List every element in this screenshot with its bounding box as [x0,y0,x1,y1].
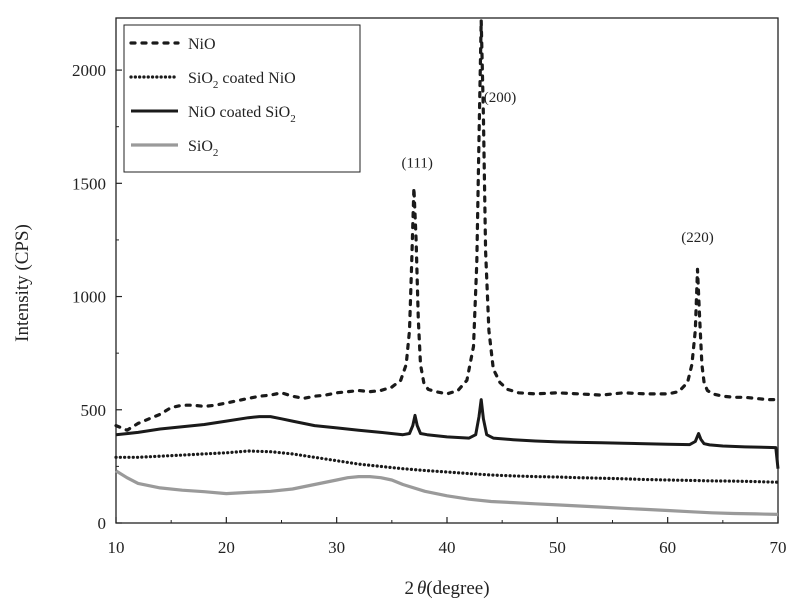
x-tick-label: 70 [770,538,787,557]
legend-label-subscript: 2 [290,113,296,125]
legend-label-subscript: 2 [213,147,219,159]
x-axis-title-prefix: 2 [404,578,414,599]
peak-label: (111) [402,155,433,171]
peak-label: (200) [484,90,517,106]
x-tick-label: 60 [659,538,676,557]
y-axis-title: Intensity (CPS) [12,224,33,342]
legend-label-text: NiO coated SiO [188,104,290,121]
series-nio [114,18,780,432]
legend-label-subscript: 2 [213,79,219,91]
series-nio-coated-sio2 [115,398,780,469]
x-tick-label: 20 [218,538,235,557]
legend-label-text: SiO [188,138,213,155]
x-axis: 10 20 30 40 50 60 70 [108,517,787,557]
peak-label: (220) [681,230,714,246]
x-tick-label: 30 [328,538,345,557]
x-axis-title-suffix: (degree) [426,578,489,599]
y-tick-label: 2000 [72,61,106,80]
x-tick-label: 40 [439,538,456,557]
legend-label-text: NiO [188,36,216,53]
peak-annotations: (111) (200) (220) [402,90,714,246]
x-tick-label: 10 [108,538,125,557]
x-axis-title-theta: θ [417,578,426,599]
y-tick-label: 500 [81,401,107,420]
series-sio2-coated-nio [114,449,780,484]
legend-box [123,24,361,173]
series-layer [114,18,780,516]
legend-label-tail: coated NiO [218,70,295,87]
x-axis-title: 2 θ(degree) [404,578,489,599]
x-tick-label: 50 [549,538,566,557]
legend-label: NiO coated SiO2 [188,104,296,125]
y-tick-label: 0 [98,514,107,533]
y-tick-label: 1500 [72,174,106,193]
legend-label-text: SiO [188,70,213,87]
legend-label: SiO2 [188,138,218,159]
series-sio2 [115,469,779,516]
y-tick-label: 1000 [72,288,106,307]
y-axis: 0 500 1000 1500 2000 [72,61,122,533]
legend-label: NiO [188,36,216,53]
legend-label: SiO2 coated NiO [188,70,296,91]
